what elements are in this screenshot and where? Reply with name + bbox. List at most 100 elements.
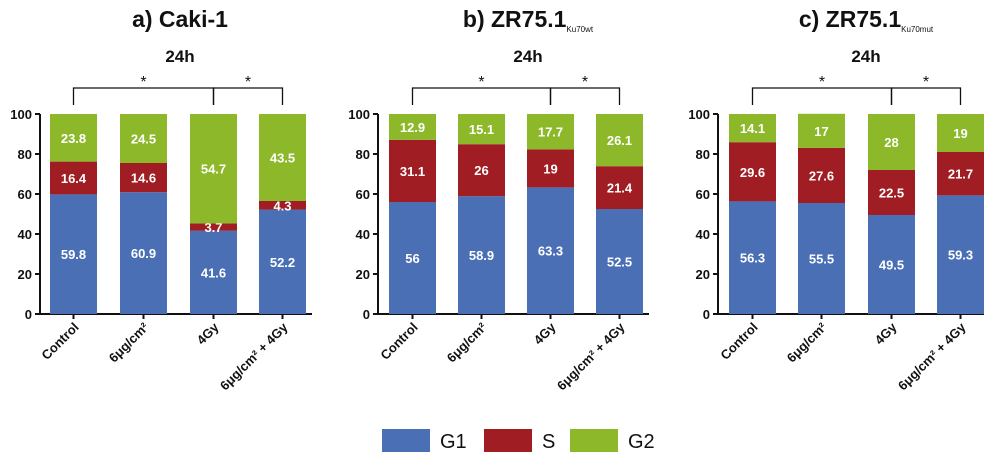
- legend: G1 S G2: [382, 429, 655, 453]
- data-label-g1: 52.5: [607, 255, 632, 270]
- bar-s: [798, 147, 845, 203]
- data-label-g2: 43.5: [270, 151, 295, 166]
- chart-title-subscript: Ku70wt: [566, 25, 593, 34]
- category-label: 6μg/cm² + 4Gy: [217, 319, 291, 393]
- chart-title-main: c) ZR75.1: [799, 6, 901, 32]
- data-label-s: 21.7: [948, 167, 973, 182]
- data-label-g1: 58.9: [469, 248, 494, 263]
- bar-s: [596, 166, 643, 209]
- significance-bracket: [212, 87, 284, 105]
- data-label-g1: 63.3: [538, 244, 563, 259]
- bar-g2: [729, 114, 776, 143]
- significance-star: *: [140, 74, 146, 91]
- data-label-g2: 14.1: [740, 121, 765, 136]
- chart-title-subscript: Ku70mut: [901, 25, 934, 34]
- data-label-s: 16.4: [61, 171, 87, 186]
- y-tick-label: 40: [696, 227, 710, 242]
- bar-s: [527, 149, 574, 188]
- legend-swatch-s: [484, 429, 532, 452]
- y-tick-label: 100: [10, 107, 32, 122]
- data-label-s: 26: [474, 163, 488, 178]
- significance-star: *: [245, 74, 251, 91]
- bar-g2: [120, 114, 167, 163]
- data-label-s: 4.3: [273, 198, 291, 213]
- data-label-g1: 60.9: [131, 246, 156, 261]
- data-label-g1: 59.3: [948, 248, 973, 263]
- data-label-s: 29.6: [740, 165, 765, 180]
- y-tick-label: 0: [363, 307, 370, 322]
- significance-bracket: [549, 87, 621, 105]
- bar-g2: [190, 114, 237, 224]
- significance-star: *: [923, 74, 929, 91]
- data-label-g2: 12.9: [400, 120, 425, 135]
- category-label: 4Gy: [531, 319, 560, 348]
- chart-title: b) ZR75.1Ku70wt: [463, 6, 594, 34]
- y-tick-label: 0: [703, 307, 710, 322]
- bar-s: [458, 144, 505, 197]
- bar-g1: [389, 202, 436, 314]
- bar-g1: [729, 201, 776, 314]
- bar-s: [50, 161, 97, 195]
- category-label: 6μg/cm²: [444, 319, 490, 365]
- bar-s: [120, 163, 167, 193]
- bar-g1: [259, 209, 306, 314]
- y-tick-label: 20: [18, 267, 32, 282]
- data-label-s: 21.4: [607, 181, 633, 196]
- bar-g2: [458, 114, 505, 145]
- category-label: Control: [717, 320, 760, 363]
- chart-subtitle: 24h: [513, 47, 542, 66]
- data-label-s: 3.7: [204, 220, 222, 235]
- data-label-g1: 41.6: [201, 265, 226, 280]
- data-label-g1: 49.5: [879, 258, 904, 273]
- data-label-g2: 24.5: [131, 132, 156, 147]
- chart-subtitle: 24h: [851, 47, 880, 66]
- legend-swatch-g2: [570, 429, 618, 452]
- data-label-s: 14.6: [131, 171, 156, 186]
- y-tick-label: 40: [18, 227, 32, 242]
- significance-bracket: [890, 87, 962, 105]
- bar-g1: [596, 209, 643, 314]
- data-label-s: 22.5: [879, 186, 904, 201]
- data-label-g1: 52.2: [270, 255, 295, 270]
- chart-title-main: b) ZR75.1: [463, 6, 567, 32]
- data-label-g2: 15.1: [469, 122, 494, 137]
- y-tick-label: 40: [356, 227, 370, 242]
- y-tick-label: 20: [356, 267, 370, 282]
- significance-star: *: [819, 74, 825, 91]
- bar-g2: [389, 114, 436, 140]
- chart-panel-3: c) ZR75.1Ku70mut 24h 0 20 40 60 80 100 56.3 29.6 1…: [688, 6, 984, 393]
- y-tick-label: 80: [356, 147, 370, 162]
- bar-s: [389, 139, 436, 202]
- chart-panel-2: b) ZR75.1Ku70wt 24h 0 20 40 60 80 100 56 31.1 12.9…: [348, 6, 649, 393]
- y-tick-label: 100: [348, 107, 370, 122]
- bar-s: [729, 142, 776, 202]
- bar-g1: [190, 230, 237, 314]
- data-label-g2: 26.1: [607, 133, 632, 148]
- bar-g2: [868, 114, 915, 170]
- y-tick-label: 60: [18, 187, 32, 202]
- chart-subtitle: 24h: [165, 47, 194, 66]
- bar-g2: [596, 114, 643, 167]
- legend-label-g2: G2: [628, 431, 655, 453]
- legend-swatch-g1: [382, 429, 430, 452]
- data-label-g1: 56: [405, 251, 419, 266]
- bar-g1: [868, 215, 915, 314]
- bar-g1: [458, 196, 505, 314]
- bar-g2: [798, 113, 845, 148]
- category-label: Control: [38, 320, 81, 363]
- category-label: Control: [377, 320, 420, 363]
- category-label: 6μg/cm²: [106, 319, 152, 365]
- data-label-s: 27.6: [809, 168, 834, 183]
- bar-s: [868, 170, 915, 215]
- y-tick-label: 0: [25, 307, 32, 322]
- data-label-s: 19: [543, 161, 557, 176]
- data-label-g2: 23.8: [61, 131, 86, 146]
- category-label: 6μg/cm² + 4Gy: [895, 319, 969, 393]
- bar-g1: [798, 203, 845, 314]
- significance-star: *: [478, 74, 484, 91]
- category-label: 4Gy: [872, 319, 901, 348]
- bar-s: [937, 152, 984, 196]
- data-label-g1: 59.8: [61, 247, 86, 262]
- data-label-g2: 17: [814, 124, 828, 139]
